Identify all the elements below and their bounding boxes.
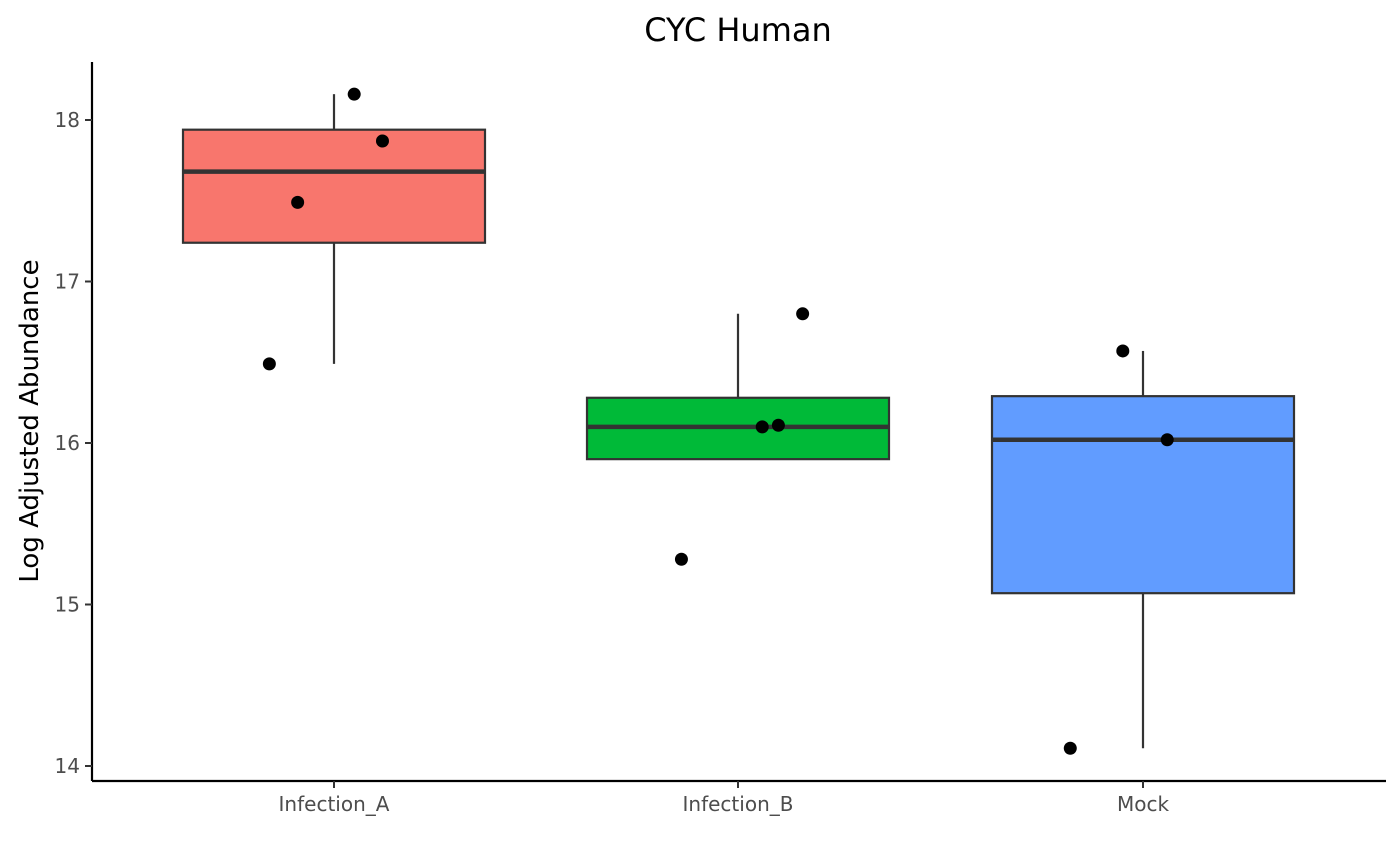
data-point-mock	[1063, 741, 1077, 755]
plot-area: 14 15 16 17 18 Infection_A Infection_B Mock	[55, 62, 1386, 816]
y-tick-label: 16	[55, 431, 80, 455]
x-tick-label: Infection_A	[279, 792, 390, 816]
data-point-infection-b	[755, 420, 769, 434]
data-point-infection-a	[375, 134, 389, 148]
data-point-infection-b	[674, 552, 688, 566]
data-point-infection-a	[262, 357, 276, 371]
y-tick-label: 15	[55, 593, 80, 617]
box-infection-a	[181, 128, 487, 244]
y-axis-title: Log Adjusted Abundance	[15, 259, 45, 582]
x-tick-label: Mock	[1117, 792, 1169, 816]
y-tick-label: 17	[55, 270, 80, 294]
y-tick-label: 18	[55, 108, 80, 132]
data-point-mock	[1160, 433, 1174, 447]
data-point-infection-a	[347, 87, 361, 101]
box-mock	[990, 395, 1296, 595]
chart-title: CYC Human	[644, 11, 832, 49]
data-point-mock	[1116, 344, 1130, 358]
y-tick-label: 14	[55, 754, 80, 778]
data-point-infection-b	[771, 418, 785, 432]
x-tick-label: Infection_B	[683, 792, 794, 816]
data-point-infection-a	[291, 195, 305, 209]
data-point-infection-b	[796, 307, 810, 321]
